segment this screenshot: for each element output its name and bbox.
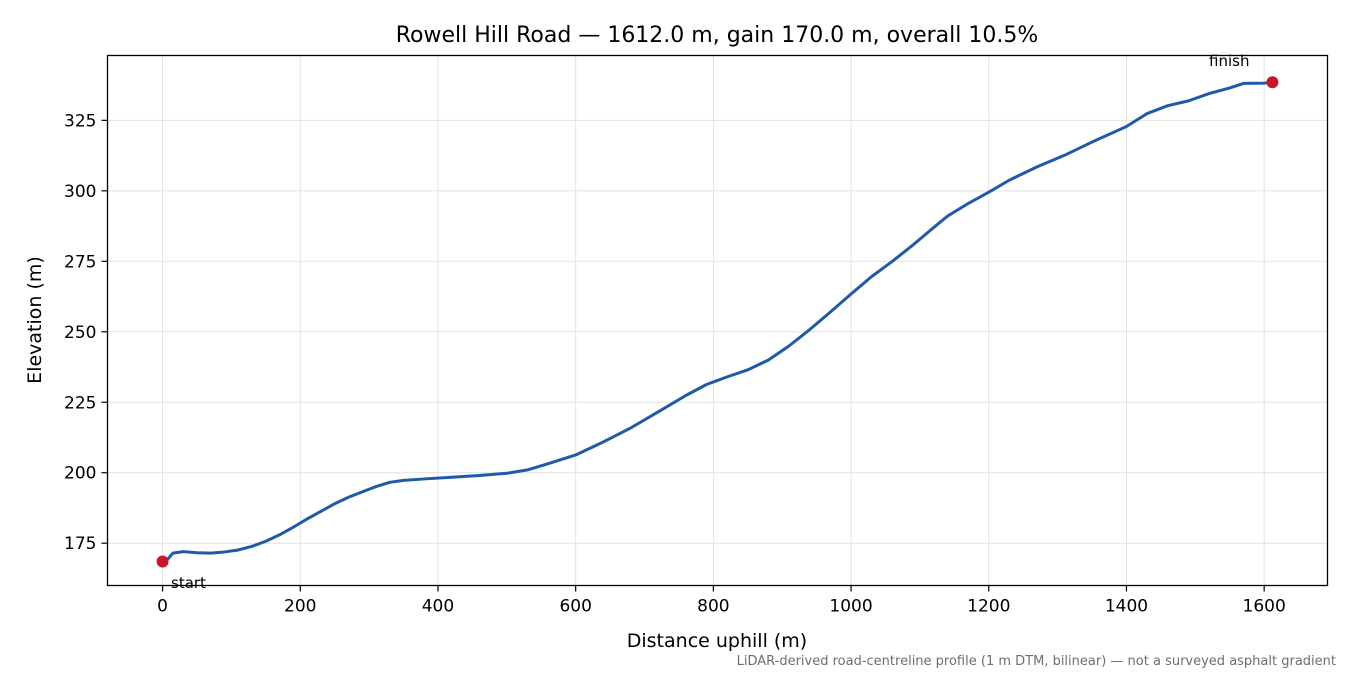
x-tick-label: 1400: [1105, 597, 1148, 617]
chart-title: Rowell Hill Road — 1612.0 m, gain 170.0 …: [396, 23, 1039, 48]
elevation-line-group: [161, 80, 1274, 564]
start-marker: [156, 555, 169, 568]
y-axis-ticks: 175 200 225 250 275 300 325: [64, 111, 108, 554]
y-tick-label: 225: [64, 393, 96, 413]
y-tick-label: 275: [64, 252, 96, 272]
x-tick-label: 0: [157, 597, 168, 617]
y-axis-label: Elevation (m): [24, 256, 46, 384]
x-tick-label: 200: [284, 597, 316, 617]
x-tick-label: 600: [559, 597, 591, 617]
grid-lines: [107, 55, 1328, 586]
x-tick-label: 1000: [829, 597, 872, 617]
footnote: LiDAR-derived road-centreline profile (1…: [737, 654, 1336, 669]
x-tick-label: 1200: [967, 597, 1010, 617]
x-tick-label: 800: [697, 597, 729, 617]
elevation-line: [161, 80, 1274, 564]
y-tick-label: 250: [64, 323, 96, 343]
x-tick-label: 1600: [1243, 597, 1286, 617]
plot-frame: [106, 54, 1329, 587]
endpoint-markers: [156, 76, 1279, 568]
y-tick-label: 325: [64, 111, 96, 131]
finish-marker: [1266, 76, 1279, 89]
start-annotation: start: [171, 574, 206, 592]
x-tick-label: 400: [422, 597, 454, 617]
y-tick-label: 175: [64, 534, 96, 554]
y-tick-label: 200: [64, 464, 96, 484]
x-axis-label: Distance uphill (m): [627, 630, 807, 652]
finish-annotation: finish: [1209, 52, 1249, 70]
x-axis-ticks: 0 200 400 600 800 1000 1200 1400 1600: [157, 585, 1286, 617]
y-tick-label: 300: [64, 182, 96, 202]
